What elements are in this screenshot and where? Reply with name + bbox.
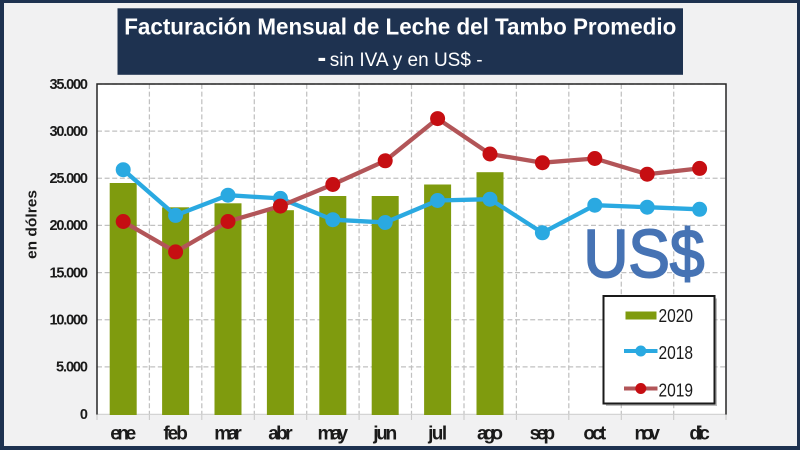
svg-text:10.000: 10.000 xyxy=(50,313,89,329)
svg-text:25.000: 25.000 xyxy=(50,171,89,187)
svg-text:15.000: 15.000 xyxy=(50,265,89,281)
svg-text:Facturación Mensual de Leche d: Facturación Mensual de Leche del Tambo P… xyxy=(124,14,676,40)
svg-text:mar: mar xyxy=(214,424,242,445)
svg-text:en dólres: en dólres xyxy=(24,190,41,259)
svg-text:jun: jun xyxy=(372,424,397,445)
svg-text:oct: oct xyxy=(583,424,606,445)
svg-text:30.000: 30.000 xyxy=(50,124,89,140)
svg-text:20.000: 20.000 xyxy=(50,218,89,234)
svg-text:US$: US$ xyxy=(584,216,705,292)
svg-text:5.000: 5.000 xyxy=(56,360,88,376)
svg-text:2019: 2019 xyxy=(659,380,694,401)
svg-text:feb: feb xyxy=(163,424,188,445)
svg-text:abr: abr xyxy=(268,424,293,445)
svg-text:dic: dic xyxy=(689,424,710,445)
svg-text:0: 0 xyxy=(80,407,88,423)
svg-text:ago: ago xyxy=(477,424,503,445)
svg-text:2018: 2018 xyxy=(659,342,694,363)
svg-text:may: may xyxy=(318,424,349,445)
svg-text:35.000: 35.000 xyxy=(50,77,89,93)
svg-text:sep: sep xyxy=(530,424,556,445)
svg-text:ene: ene xyxy=(110,424,136,445)
svg-text:nov: nov xyxy=(634,424,660,445)
svg-text:jul: jul xyxy=(427,424,447,445)
svg-text:2020: 2020 xyxy=(659,305,694,326)
